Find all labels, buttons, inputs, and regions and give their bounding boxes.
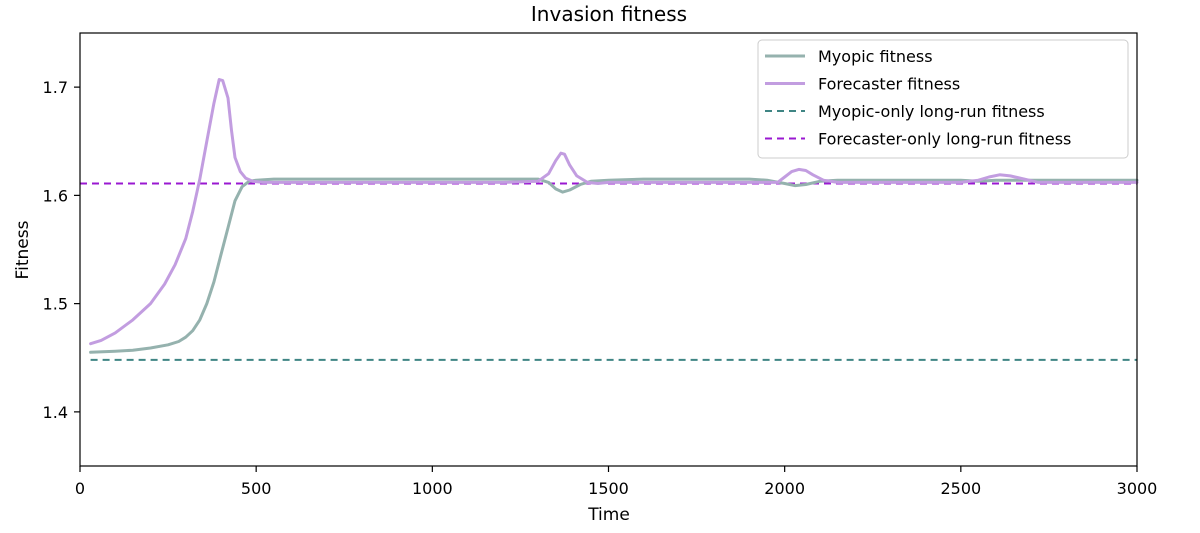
legend-entry-myopic-fitness: Myopic fitness (765, 47, 933, 66)
legend-entry-forecaster-only-long-run-fitness: Forecaster-only long-run fitness (765, 130, 1071, 149)
y-tick-label: 1.7 (43, 78, 68, 97)
y-axis: 1.4 1.5 1.6 1.7 (43, 78, 80, 422)
plot-area (80, 78, 1139, 361)
series-line-myopic-fitness (89, 177, 1139, 354)
x-axis: 0 500 1000 1500 2000 2500 3000 (75, 466, 1157, 498)
legend-box (757, 39, 1129, 159)
legend-label: Forecaster-only long-run fitness (818, 130, 1071, 149)
x-tick-label: 1500 (588, 479, 629, 498)
x-tick-label: 2000 (764, 479, 805, 498)
x-axis-label: Time (587, 505, 630, 525)
legend-label: Myopic fitness (818, 47, 933, 66)
x-tick-label: 3000 (1117, 479, 1158, 498)
legend-label: Myopic-only long-run fitness (818, 102, 1045, 121)
y-tick-label: 1.5 (43, 295, 68, 314)
y-tick-label: 1.6 (43, 186, 68, 205)
series-line-forecaster-fitness (89, 78, 1139, 346)
x-tick-label: 0 (75, 479, 85, 498)
chart-title: Invasion fitness (531, 2, 687, 26)
x-tick-label: 1000 (412, 479, 453, 498)
legend: Myopic fitness Forecaster fitness Myopic-o… (757, 39, 1129, 159)
y-axis-label: Fitness (13, 220, 33, 279)
x-tick-label: 2500 (940, 479, 981, 498)
legend-entry-forecaster-fitness: Forecaster fitness (765, 75, 960, 94)
legend-entry-myopic-only-long-run-fitness: Myopic-only long-run fitness (765, 102, 1045, 121)
legend-label: Forecaster fitness (818, 75, 960, 94)
y-tick-label: 1.4 (43, 403, 68, 422)
x-tick-label: 500 (241, 479, 272, 498)
